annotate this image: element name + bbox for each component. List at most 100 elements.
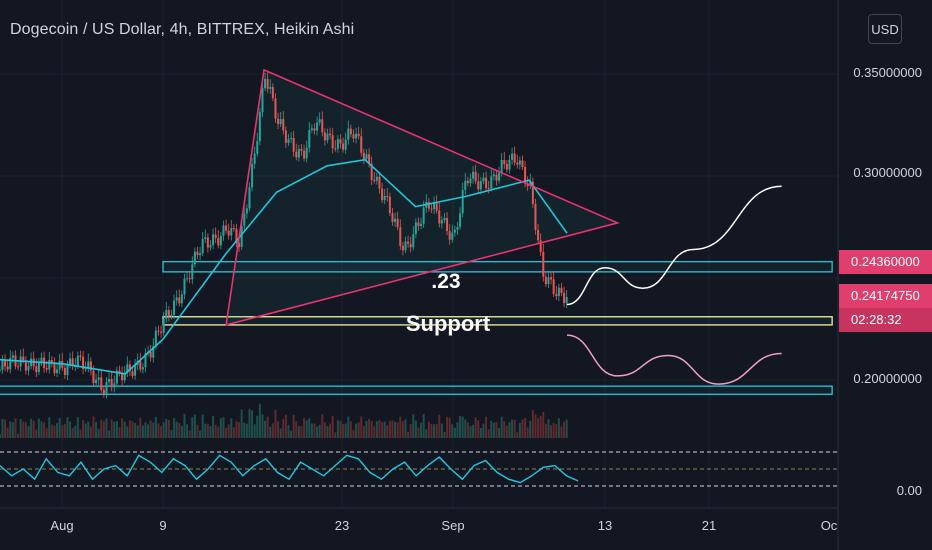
volume-bar bbox=[352, 429, 355, 438]
volume-bar bbox=[303, 418, 306, 438]
candle-body bbox=[357, 133, 360, 137]
volume-bar bbox=[115, 421, 118, 438]
candle-body bbox=[503, 159, 506, 164]
candle-body bbox=[245, 208, 248, 214]
candle-body bbox=[76, 355, 79, 367]
candle-body bbox=[235, 228, 238, 243]
volume-bar bbox=[199, 430, 202, 438]
candle-body bbox=[191, 264, 194, 280]
volume-bar bbox=[251, 410, 254, 438]
candle-body bbox=[305, 147, 308, 159]
candle-body bbox=[271, 87, 274, 99]
candle-body bbox=[339, 139, 342, 144]
candle-body bbox=[45, 367, 48, 370]
candle-body bbox=[336, 139, 339, 149]
candle-body bbox=[287, 139, 290, 143]
volume-bar bbox=[342, 424, 345, 438]
volume-bar bbox=[347, 416, 350, 438]
candle-body bbox=[282, 119, 285, 131]
volume-bar bbox=[388, 421, 391, 438]
volume-bar bbox=[214, 424, 217, 438]
candle-body bbox=[544, 276, 547, 285]
volume-bar bbox=[61, 425, 64, 438]
volume-bar bbox=[414, 420, 417, 438]
volume-bar bbox=[422, 414, 425, 438]
volume-bar bbox=[136, 425, 139, 438]
candle-body bbox=[214, 234, 217, 239]
candle-body bbox=[204, 237, 207, 239]
volume-bar bbox=[173, 417, 176, 438]
candle-body bbox=[105, 382, 108, 394]
candle-body bbox=[433, 202, 436, 210]
candle-body bbox=[92, 370, 95, 384]
price-tick: 0.35000000 bbox=[853, 65, 922, 80]
candle-body bbox=[232, 228, 235, 230]
candle-body bbox=[170, 314, 173, 317]
volume-bar bbox=[318, 424, 321, 438]
volume-bar bbox=[79, 429, 82, 438]
volume-bar bbox=[427, 421, 430, 438]
candle-body bbox=[513, 153, 516, 163]
volume-bar bbox=[516, 432, 519, 438]
level-label: .23 bbox=[431, 270, 461, 293]
volume-bar bbox=[362, 426, 365, 438]
volume-bar bbox=[466, 422, 469, 438]
volume-bar bbox=[139, 417, 142, 438]
candle-body bbox=[420, 223, 423, 226]
volume-bar bbox=[334, 432, 337, 438]
volume-bar bbox=[284, 414, 287, 438]
volume-bar bbox=[316, 426, 319, 438]
volume-bar bbox=[409, 423, 412, 438]
time-tick: Oc bbox=[820, 518, 838, 533]
volume-bar bbox=[292, 414, 295, 438]
volume-bar bbox=[534, 414, 537, 438]
candle-body bbox=[154, 330, 157, 347]
candle-body bbox=[529, 181, 532, 187]
volume-bar bbox=[482, 423, 485, 438]
candle-body bbox=[407, 241, 410, 244]
volume-bar bbox=[277, 421, 280, 438]
candle-body bbox=[323, 132, 326, 141]
volume-bar bbox=[401, 421, 404, 438]
candle-body bbox=[227, 230, 230, 236]
candle-body bbox=[485, 177, 488, 189]
currency-button[interactable]: USD bbox=[868, 14, 902, 44]
volume-bar bbox=[144, 422, 147, 438]
volume-bar bbox=[453, 427, 456, 438]
candle-body bbox=[388, 196, 391, 214]
volume-bar bbox=[126, 426, 129, 438]
candle-body bbox=[58, 360, 61, 370]
volume-bar bbox=[490, 420, 493, 438]
candle-body bbox=[347, 128, 350, 140]
volume-bar bbox=[235, 421, 238, 438]
resistance-zone bbox=[162, 261, 833, 273]
candle-body bbox=[487, 188, 490, 190]
volume-bar bbox=[539, 415, 542, 438]
volume-bar bbox=[326, 426, 329, 438]
candle-body bbox=[66, 365, 69, 376]
volume-bar bbox=[537, 418, 540, 438]
volume-bar bbox=[552, 422, 555, 438]
volume-bar bbox=[92, 416, 95, 438]
volume-bar bbox=[344, 423, 347, 438]
time-tick: Sep bbox=[441, 518, 465, 533]
volume-bar bbox=[232, 427, 235, 438]
volume-bar bbox=[154, 416, 157, 438]
candle-body bbox=[274, 98, 277, 119]
candle-body bbox=[474, 171, 477, 182]
volume-bar bbox=[253, 424, 256, 438]
candle-body bbox=[79, 355, 82, 357]
volume-bar bbox=[1, 418, 4, 438]
candle-body bbox=[360, 136, 363, 153]
candle-body bbox=[290, 138, 293, 140]
volume-bar bbox=[412, 414, 415, 438]
volume-bar bbox=[188, 430, 191, 438]
candle-body bbox=[414, 222, 417, 235]
candle-body bbox=[284, 130, 287, 143]
candle-body bbox=[451, 232, 454, 240]
candle-body bbox=[40, 357, 43, 362]
volume-bar bbox=[433, 424, 436, 438]
candle-body bbox=[139, 360, 142, 370]
candle-body bbox=[110, 378, 113, 388]
